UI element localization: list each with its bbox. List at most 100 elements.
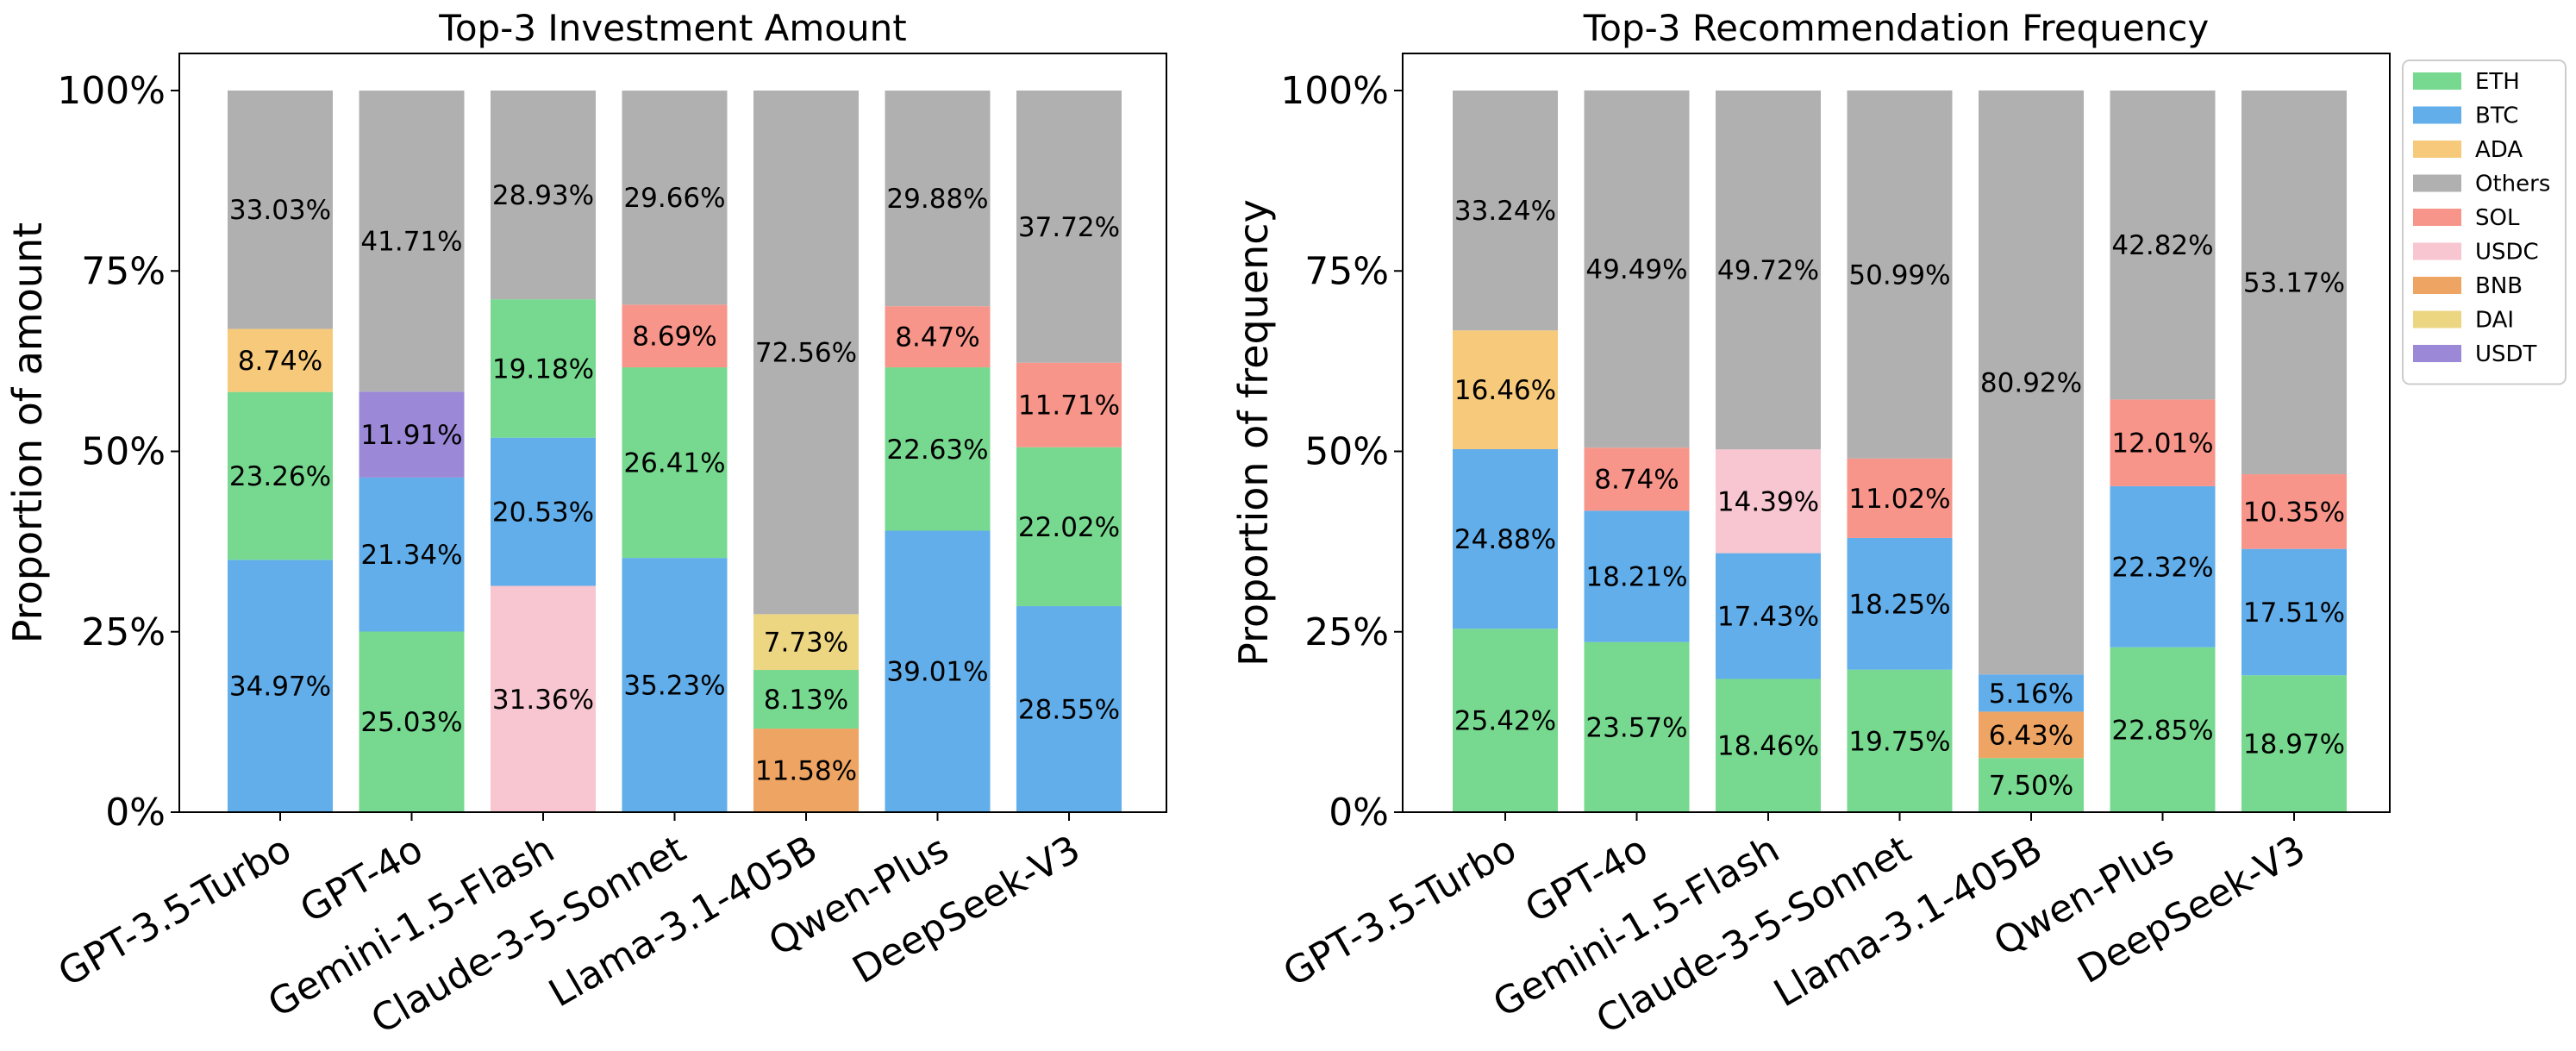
y-tick-label: 25% (81, 610, 166, 654)
bar-segment-llama-3-1-405b-bnb (1979, 711, 2084, 759)
bar-segment-qwen-plus-sol (885, 306, 991, 368)
data-label: 17.43% (1717, 602, 1819, 633)
y-tick-label: 0% (1329, 791, 1389, 835)
bar-segment-gemini-1-5-flash-usdc (491, 585, 596, 812)
bar-segment-gpt-4o-btc (359, 477, 465, 632)
data-label: 34.97% (229, 672, 331, 703)
data-label: 39.01% (886, 657, 988, 688)
y-axis-label: Proportion of frequency (1230, 199, 1277, 666)
legend-swatch-others (2413, 174, 2461, 192)
y-tick-label: 100% (57, 69, 166, 113)
bar-segment-qwen-plus-eth (2110, 647, 2216, 812)
legend-label-usdc: USDC (2475, 240, 2539, 266)
legend-label-others: Others (2475, 172, 2550, 197)
bar-segment-qwen-plus-others (885, 91, 991, 307)
bar-segment-claude-3-5-sonnet-btc (1847, 537, 1953, 670)
data-label: 29.88% (886, 184, 988, 215)
data-label: 49.72% (1717, 255, 1819, 286)
data-label: 28.55% (1018, 695, 1120, 726)
legend-swatch-usdc (2413, 242, 2461, 260)
data-label: 41.71% (360, 227, 462, 258)
data-label: 18.25% (1848, 589, 1950, 620)
bar-segment-gpt-3-5-turbo-others (228, 91, 333, 329)
bar-segment-gemini-1-5-flash-eth (491, 299, 596, 438)
data-label: 22.02% (1018, 512, 1120, 543)
data-label: 8.74% (238, 346, 322, 377)
bar-segment-deepseek-v3-sol (1016, 362, 1122, 447)
legend-label-btc: BTC (2475, 103, 2518, 129)
data-label: 31.36% (492, 685, 594, 716)
data-label: 8.74% (1594, 465, 1679, 496)
bar-segment-gpt-3-5-turbo-others (1453, 91, 1558, 331)
bar-segment-claude-3-5-sonnet-eth (1847, 669, 1953, 812)
bar-segment-qwen-plus-btc (885, 530, 991, 812)
data-label: 25.03% (360, 707, 462, 738)
data-label: 80.92% (1980, 368, 2082, 399)
data-label: 23.57% (1585, 712, 1687, 743)
bar-segment-deepseek-v3-others (1016, 91, 1122, 363)
bar-segment-claude-3-5-sonnet-sol (622, 304, 728, 368)
data-label: 10.35% (2243, 497, 2345, 528)
x-tick-label: GPT-3.5-Turbo (51, 827, 298, 995)
bar-segment-gpt-3-5-turbo-ada (228, 328, 333, 392)
y-tick-label: 75% (81, 249, 166, 293)
data-label: 8.13% (764, 685, 848, 716)
data-label: 19.75% (1848, 726, 1950, 757)
data-label: 16.46% (1454, 375, 1556, 406)
bar-segment-gemini-1-5-flash-btc (1716, 553, 1821, 679)
y-tick-label: 0% (105, 791, 166, 835)
data-label: 22.85% (2111, 715, 2213, 746)
data-label: 72.56% (755, 338, 857, 369)
bar-segment-deepseek-v3-others (2241, 91, 2347, 475)
data-label: 25.42% (1454, 706, 1556, 737)
legend-swatch-sol (2413, 209, 2461, 226)
bar-segment-llama-3-1-405b-eth (1979, 758, 2084, 812)
x-tick-label: GPT-3.5-Turbo (1276, 827, 1523, 995)
data-label: 29.66% (623, 183, 725, 214)
data-label: 6.43% (1989, 720, 2073, 751)
bar-segment-deepseek-v3-btc (2241, 548, 2347, 676)
bar-segment-llama-3-1-405b-dai (753, 614, 859, 671)
bar-segment-claude-3-5-sonnet-others (622, 91, 728, 305)
axes-frame (1402, 53, 2391, 813)
bar-segment-llama-3-1-405b-btc (1979, 674, 2084, 712)
legend-swatch-dai (2413, 310, 2461, 328)
bar-segment-llama-3-1-405b-eth (753, 670, 859, 729)
bar-segment-gpt-4o-btc (1584, 510, 1690, 642)
bar-segment-gpt-3-5-turbo-btc (1453, 448, 1558, 629)
data-label: 37.72% (1018, 212, 1120, 243)
legend-swatch-usdt (2413, 345, 2461, 362)
axes-frame (178, 53, 1167, 813)
data-label: 17.51% (2243, 597, 2345, 629)
bar-segment-gemini-1-5-flash-eth (1716, 679, 1821, 812)
bar-segment-claude-3-5-sonnet-eth (622, 367, 728, 559)
data-label: 33.24% (1454, 196, 1556, 227)
bar-segment-gpt-3-5-turbo-btc (228, 560, 333, 812)
bar-segment-qwen-plus-btc (2110, 485, 2216, 647)
data-label: 23.26% (229, 461, 331, 492)
y-tick-label: 50% (81, 430, 166, 474)
bar-segment-gpt-4o-eth (359, 631, 465, 812)
data-label: 11.02% (1848, 484, 1950, 515)
data-label: 12.01% (2111, 429, 2213, 460)
data-label: 26.41% (623, 448, 725, 479)
bar-segment-deepseek-v3-btc (1016, 606, 1122, 812)
legend-swatch-eth (2413, 72, 2461, 90)
legend-swatch-ada (2413, 141, 2461, 158)
bar-segment-qwen-plus-sol (2110, 399, 2216, 486)
data-label: 19.18% (492, 353, 594, 385)
x-tick-label: DeepSeek-V3 (846, 827, 1088, 992)
data-label: 33.03% (229, 195, 331, 226)
bar-segment-gpt-4o-usdt (359, 391, 465, 478)
legend-swatch-bnb (2413, 277, 2461, 294)
x-tick-label: DeepSeek-V3 (2071, 827, 2313, 992)
bar-segment-qwen-plus-eth (885, 367, 991, 531)
data-label: 11.71% (1018, 391, 1120, 422)
data-label: 7.73% (764, 628, 848, 659)
data-label: 22.63% (886, 435, 988, 466)
data-label: 21.34% (360, 540, 462, 571)
data-label: 22.32% (2111, 552, 2213, 583)
bar-segment-gemini-1-5-flash-others (1716, 91, 1821, 450)
data-label: 7.50% (1989, 771, 2073, 802)
